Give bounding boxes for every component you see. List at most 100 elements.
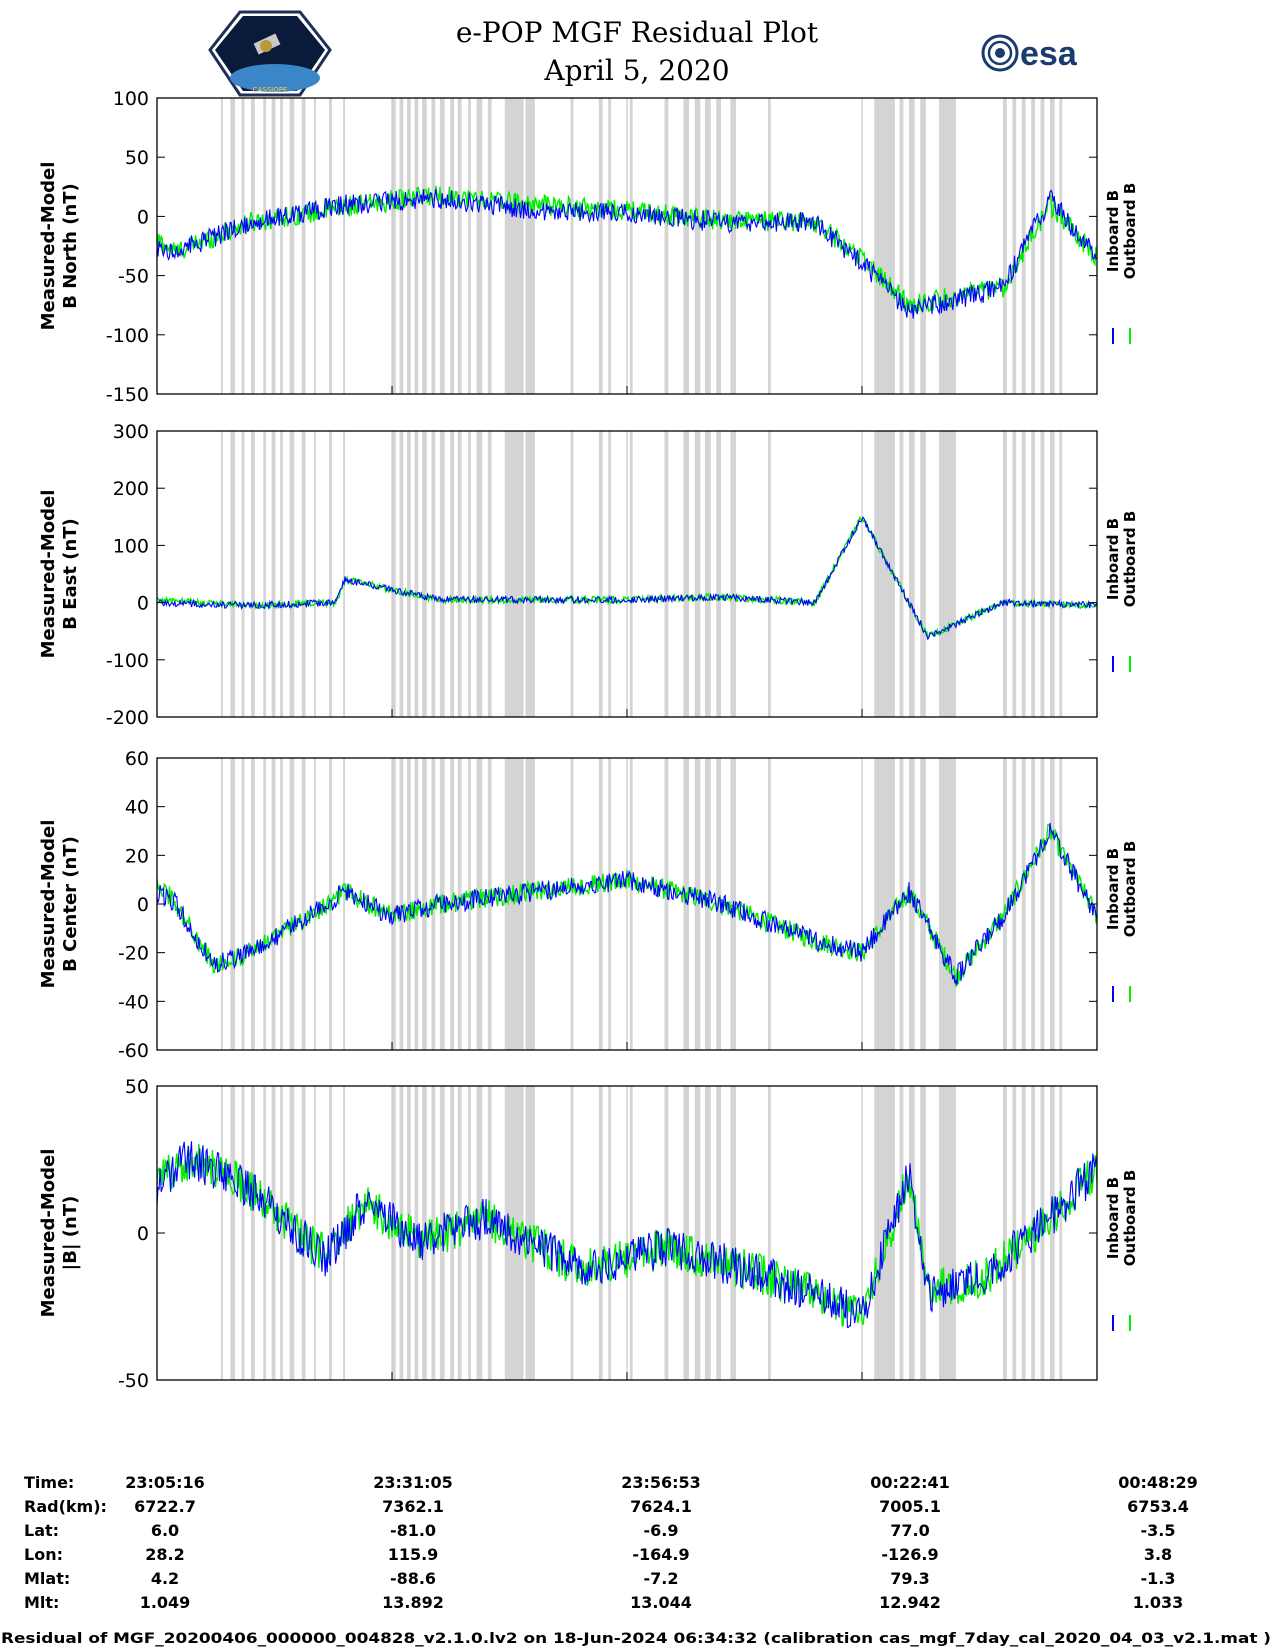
gap-band [457, 98, 462, 394]
y-axis-label: Measured-ModelB North (nT) [38, 162, 81, 331]
cell: 6722.7 [134, 1497, 196, 1516]
gap-band [664, 758, 669, 1050]
cell: 7362.1 [382, 1497, 444, 1516]
gap-band [407, 758, 411, 1050]
gap-band [705, 1086, 711, 1380]
gap-band [716, 431, 721, 717]
gap-band [450, 98, 455, 394]
gap-band [476, 98, 483, 394]
y-tick-label: -50 [118, 266, 149, 288]
gap-band [422, 431, 427, 717]
y-axis-label: Measured-Model|B| (nT) [38, 1149, 81, 1318]
cell: -88.6 [390, 1569, 436, 1588]
gap-band [899, 431, 904, 717]
gap-band [271, 431, 276, 717]
y-tick-label: 60 [125, 748, 149, 770]
gap-band [1021, 431, 1026, 717]
row-label: Mlat: [24, 1569, 70, 1588]
gap-band [220, 1086, 223, 1380]
gap-band [220, 758, 223, 1050]
gap-band [1003, 1086, 1007, 1380]
gap-band [899, 98, 904, 394]
gap-band [768, 431, 771, 717]
cell: 7624.1 [630, 1497, 692, 1516]
gap-band [1040, 431, 1045, 717]
gap-band [422, 98, 427, 394]
gap-band [280, 98, 283, 394]
gap-band [399, 431, 404, 717]
gap-band [1059, 431, 1063, 717]
cell: 13.044 [630, 1593, 692, 1612]
gap-band [683, 431, 690, 717]
gap-band [664, 98, 669, 394]
gap-band [1012, 98, 1017, 394]
gap-band [570, 1086, 574, 1380]
gap-band [874, 1086, 895, 1380]
gap-band [570, 758, 574, 1050]
gap-band [468, 431, 471, 717]
cassiope-logo-text: CASSIOPE [253, 86, 288, 94]
gap-band [1003, 98, 1007, 394]
gap-band [525, 431, 535, 717]
inboard-series-line [156, 822, 1098, 986]
gap-band [909, 758, 915, 1050]
gap-band [392, 758, 396, 1050]
gap-band [694, 98, 701, 394]
gap-band [1021, 758, 1026, 1050]
esa-logo-text: esa [1020, 35, 1078, 73]
gap-band [909, 98, 915, 394]
time-table-row: Lon: 28.2 115.9 -164.9 -126.9 3.8 [24, 1545, 1172, 1564]
gap-band [343, 431, 345, 717]
y-axis-label-line1: Measured-Model [38, 490, 59, 659]
gap-band [313, 1086, 316, 1380]
cell: 1.033 [1133, 1593, 1184, 1612]
gap-band [768, 98, 771, 394]
cell: -3.5 [1141, 1521, 1176, 1540]
cell: -6.9 [644, 1521, 679, 1540]
title-line-2: April 5, 2020 [543, 54, 729, 87]
cell: 3.8 [1144, 1545, 1172, 1564]
gap-band [251, 758, 255, 1050]
gap-band [909, 1086, 915, 1380]
gap-band [289, 758, 295, 1050]
gap-band [525, 758, 535, 1050]
y-axis-label-line1: Measured-Model [38, 820, 59, 989]
gap-band [301, 98, 306, 394]
gap-band [920, 431, 926, 717]
cell: -164.9 [632, 1545, 689, 1564]
gap-band [1031, 758, 1035, 1050]
gap-band [487, 431, 492, 717]
gap-band [487, 98, 492, 394]
gap-band [407, 98, 411, 394]
y-tick-label: 50 [125, 1076, 149, 1098]
gap-band [313, 758, 316, 1050]
gap-band [629, 758, 633, 1050]
y-tick-label: 0 [137, 206, 149, 228]
gap-band [939, 758, 956, 1050]
gap-band [271, 98, 276, 394]
y-tick-label: 0 [137, 593, 149, 615]
gap-band [1059, 758, 1063, 1050]
gap-band [329, 98, 332, 394]
gap-band [920, 1086, 926, 1380]
gap-band [230, 431, 236, 717]
y-axis-label-line2: |B| (nT) [60, 1196, 81, 1271]
gap-band [730, 431, 737, 717]
cell: 00:48:29 [1118, 1473, 1198, 1492]
gap-band [230, 98, 236, 394]
y-axis-label-line1: Measured-Model [38, 162, 59, 331]
gap-band [909, 431, 915, 717]
cell: 77.0 [890, 1521, 929, 1540]
gap-band [570, 431, 574, 717]
panel-b-magnitude: 50 0 -50 Measured-Model|B| (nT) Inboard B Out… [38, 1076, 1139, 1392]
y-tick-label: 0 [137, 1223, 149, 1245]
gap-band [694, 431, 701, 717]
y-tick-label: 40 [125, 797, 149, 819]
gap-band [504, 98, 524, 394]
gap-band [730, 1086, 737, 1380]
gap-band [608, 431, 612, 717]
gap-band [920, 98, 926, 394]
y-tick-label: 20 [125, 845, 149, 867]
y-tick-label: 300 [113, 421, 149, 443]
panel-b-north: 100 50 0 -50 -100 -150 Measured-ModelB North (… [38, 88, 1139, 406]
